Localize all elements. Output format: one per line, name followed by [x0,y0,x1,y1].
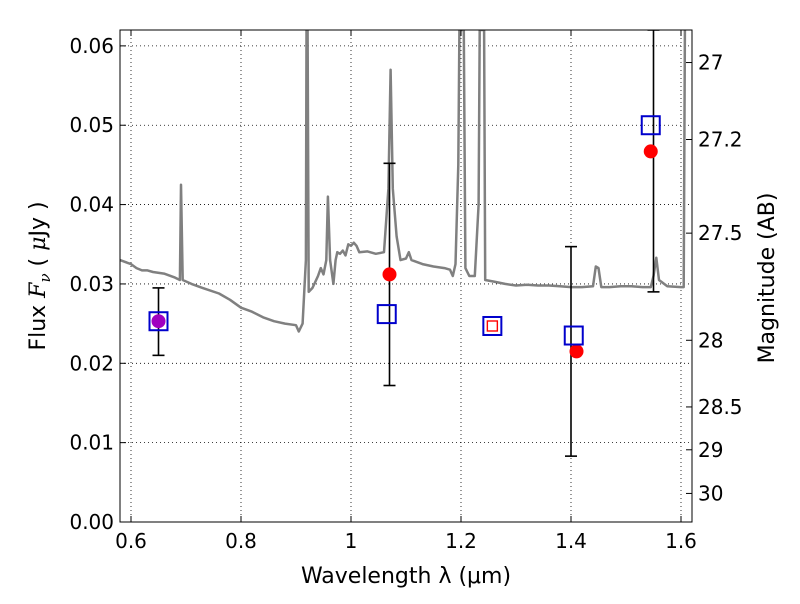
y2-tick-label: 27.5 [698,221,743,245]
grid [120,30,692,522]
x-tick-label: 1.4 [555,529,587,553]
y-tick-label: 0.02 [69,351,114,375]
x-tick-label: 1 [345,529,358,553]
data-point [569,344,584,359]
data-point [643,144,658,159]
plot-area [120,30,687,457]
y2-tick-label: 28 [698,328,723,352]
x-tick-label: 0.6 [115,529,147,553]
data-point-square [563,325,584,346]
y-tick-label: 0.00 [69,510,114,534]
y-tick-label: 0.06 [69,34,114,58]
y2-tick-label: 29 [698,438,723,462]
data-point [151,314,166,329]
y2-tick-label: 27.2 [698,128,743,152]
x-tick-label: 1.2 [445,529,477,553]
y-tick-label: 0.03 [69,272,114,296]
y2-tick-label: 28.5 [698,395,743,419]
plot-frame [119,29,693,523]
y-tick-label: 0.01 [69,431,114,455]
y2-tick-label: 30 [698,481,723,505]
x-tick-label: 0.8 [225,529,257,553]
data-point [382,267,397,282]
data-point-square [482,315,503,336]
data-point-square [148,311,169,332]
spectrum-line [120,30,687,333]
y-tick-label: 0.05 [69,113,114,137]
y-tick-label: 0.04 [69,193,114,217]
axis-ticks: 0.6 0.8 1 1.2 1.4 1.6 0.00 0.01 0.02 0.03 0.04 0.05… [69,30,743,553]
data-point-square [640,115,661,136]
y2-tick-label: 27 [698,51,723,75]
data-point-square [376,304,397,325]
x-tick-label: 1.6 [665,529,697,553]
y2-axis-label: Magnitude (AB) [755,193,780,364]
y-axis-label: Flux Fν ( μJy ) [26,201,54,350]
data-point-inner-square [486,320,499,332]
x-axis-label: Wavelength λ (μm) [301,564,511,589]
